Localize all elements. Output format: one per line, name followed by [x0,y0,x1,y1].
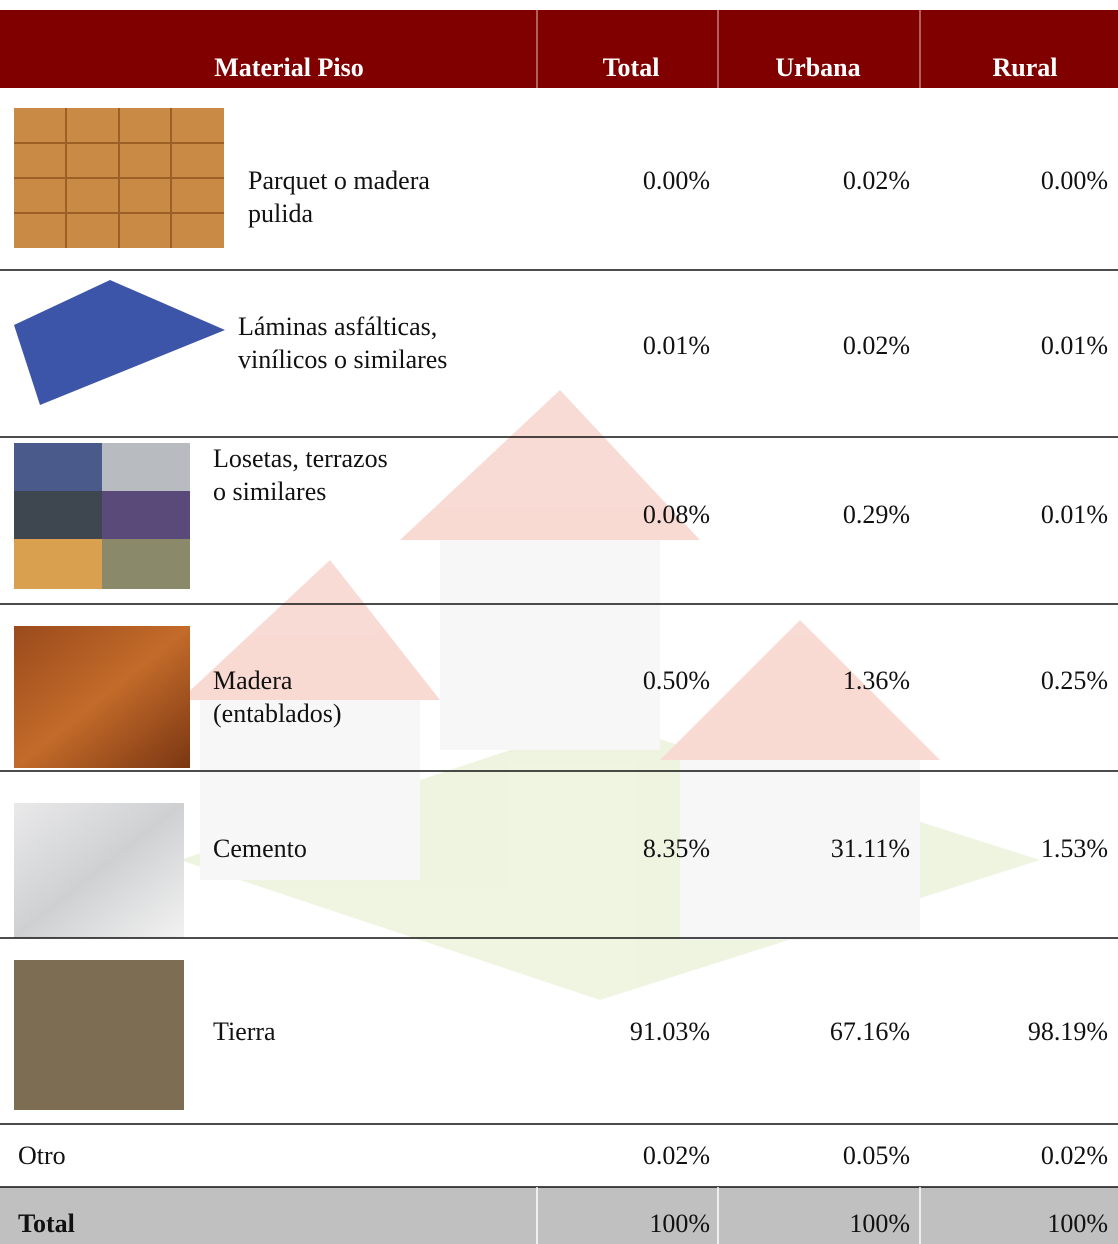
cell-value: 0.50% [643,666,710,695]
cell-value: 0.02% [843,166,910,195]
cell-value: 0.01% [1041,500,1108,529]
cell-value: 0.05% [843,1141,910,1170]
row-label: o similares [213,477,326,506]
header-cell: Rural [993,53,1058,82]
row-label: pulida [248,199,313,228]
earth-image [14,960,184,1110]
wood-image [14,626,190,768]
total-value: 100% [1047,1209,1108,1238]
cell-value: 0.29% [843,500,910,529]
cell-value: 0.00% [643,166,710,195]
row-label: Láminas asfálticas, [238,312,437,341]
header-cell: Urbana [775,53,860,82]
cell-value: 0.08% [643,500,710,529]
total-bar [0,1187,1118,1244]
cell-value: 0.02% [843,331,910,360]
cell-value: 31.11% [831,834,910,863]
tiles-image [14,443,190,589]
total-label: Total [18,1209,75,1238]
cell-value: 67.16% [830,1017,910,1046]
cell-value: 1.36% [843,666,910,695]
cell-value: 0.01% [1041,331,1108,360]
cell-value: 0.02% [1041,1141,1108,1170]
vinyl-image [14,280,225,405]
header-bar [0,10,1118,88]
cell-value: 98.19% [1028,1017,1108,1046]
total-value: 100% [849,1209,910,1238]
row-label: Otro [18,1141,66,1170]
cell-value: 91.03% [630,1017,710,1046]
row-label: Madera [213,666,293,695]
row-label: Losetas, terrazos [213,444,388,473]
total-value: 100% [649,1209,710,1238]
parquet-image [14,108,224,248]
header-cell: Material Piso [214,53,363,82]
row-label: Parquet o madera [248,166,430,195]
watermark [180,390,1040,1000]
cement-image [14,803,184,938]
cell-value: 0.25% [1041,666,1108,695]
cell-value: 1.53% [1041,834,1108,863]
cell-value: 0.01% [643,331,710,360]
row-label: Tierra [213,1017,276,1046]
row-label: vinílicos o similares [238,345,447,374]
row-label: (entablados) [213,699,342,728]
cell-value: 8.35% [643,834,710,863]
cell-value: 0.00% [1041,166,1108,195]
header-cell: Total [603,53,660,82]
cell-value: 0.02% [643,1141,710,1170]
row-label: Cemento [213,834,307,863]
